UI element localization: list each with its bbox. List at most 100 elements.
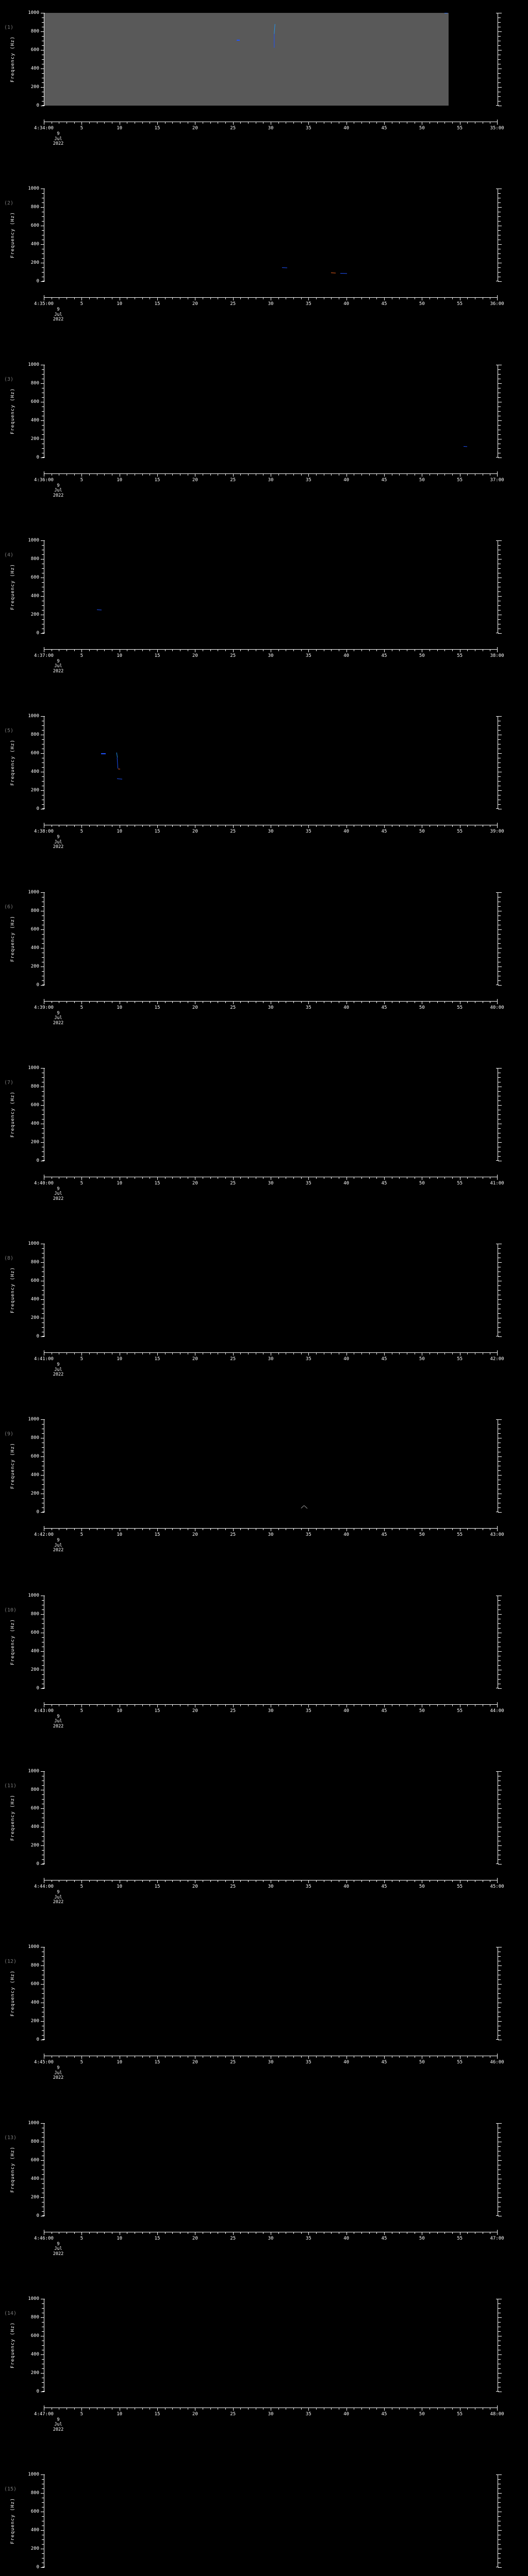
panel-number-1: (1)	[4, 25, 14, 30]
y-tick	[498, 73, 501, 74]
y-tick	[42, 425, 44, 426]
x-tick	[210, 825, 211, 827]
y-tick	[41, 1299, 44, 1300]
x-tick	[361, 2231, 362, 2234]
x-tick	[81, 122, 82, 125]
x-tick-label: 40	[343, 1532, 350, 1538]
y-tick-label: 0	[36, 1158, 39, 1163]
y-tick	[41, 558, 44, 560]
y-tick	[42, 1461, 44, 1462]
y-tick	[498, 1771, 502, 1772]
y-tick-label: 200	[30, 963, 39, 969]
x-tick	[89, 297, 90, 300]
y-tick	[498, 1433, 501, 1434]
y-tick-label: 1000	[28, 2472, 39, 2478]
y-tick	[498, 272, 501, 273]
x-tick	[346, 122, 347, 125]
x-tick-label: 4:44:00	[34, 1884, 54, 1889]
y-tick	[41, 2123, 44, 2124]
x-tick	[157, 825, 158, 828]
x-tick	[316, 2056, 317, 2058]
y-tick-label: 600	[30, 47, 39, 53]
x-tick-label: 50	[419, 2060, 425, 2065]
x-tick-label: 45	[381, 2411, 387, 2417]
x-tick-label: 25	[230, 301, 236, 307]
x-tick	[467, 2231, 468, 2234]
x-tick	[369, 297, 370, 300]
plot-area-12	[41, 1947, 502, 2041]
x-tick	[104, 2407, 105, 2410]
x-tick	[399, 1880, 400, 1882]
x-tick	[172, 2407, 173, 2410]
y-tick	[42, 1956, 44, 1957]
y-tick-label: 1000	[28, 2296, 39, 2301]
plot-area-5	[41, 716, 502, 810]
x-tick-label: 35	[305, 2060, 311, 2065]
x-tick-label: 30	[268, 1884, 274, 1889]
y-tick	[41, 1864, 44, 1865]
y-tick-label: 800	[30, 2139, 39, 2144]
y-tick	[42, 1100, 44, 1101]
y-tick	[498, 1609, 501, 1610]
x-tick	[172, 825, 173, 827]
y-tick	[498, 193, 501, 194]
x-tick-label: 50	[419, 1708, 425, 1714]
y-tick	[498, 2539, 501, 2540]
x-tick-label: 20	[192, 1005, 198, 1010]
x-tick	[164, 1352, 166, 1355]
x-tick	[301, 649, 302, 651]
y-tick	[42, 2132, 44, 2133]
x-tick	[278, 297, 279, 300]
y-tick	[498, 1651, 502, 1652]
y-tick	[498, 739, 501, 740]
y-tick	[41, 1984, 44, 1985]
x-axis-9	[44, 1526, 498, 1532]
y-tick	[42, 943, 44, 944]
y-tick-label: 1000	[28, 889, 39, 895]
x-tick-label: 5	[80, 1357, 84, 1362]
x-tick-label: 55	[457, 1532, 463, 1538]
x-tick-label: 30	[268, 1005, 274, 1010]
x-axis-date-13: 9 Jul 2022	[53, 2241, 64, 2257]
x-tick	[384, 2231, 385, 2235]
y-tick	[498, 1674, 501, 1675]
x-tick	[240, 649, 241, 651]
x-tick	[240, 1528, 241, 1531]
x-tick	[157, 1352, 158, 1356]
y-tick	[498, 2544, 501, 2545]
x-tick-label: 4:43:00	[34, 1708, 54, 1714]
x-tick-label: 40	[343, 653, 350, 658]
x-tick	[89, 649, 90, 651]
x-tick	[497, 825, 498, 828]
y-tick	[42, 1447, 44, 1448]
y-tick	[498, 804, 501, 805]
y-tick-label: 1000	[28, 1769, 39, 1774]
y-tick	[42, 1327, 44, 1328]
y-tick	[41, 1262, 44, 1263]
x-tick	[89, 122, 90, 124]
y-tick	[498, 2372, 502, 2374]
y-tick-label: 400	[30, 1297, 39, 1302]
y-tick-label: 400	[30, 66, 39, 71]
x-tick	[74, 1001, 75, 1003]
x-tick	[172, 122, 173, 124]
x-tick-label: 40	[343, 1180, 350, 1186]
y-tick-label: 600	[30, 1630, 39, 1635]
x-tick	[437, 2407, 438, 2410]
y-tick	[498, 411, 501, 412]
x-tick-label: 5	[80, 2060, 84, 2065]
y-tick	[42, 2331, 44, 2332]
y-tick-labels-8: 0 200 400 600 800 1000	[0, 1241, 44, 1339]
x-tick-label: 45	[381, 653, 387, 658]
y-tick	[42, 1799, 44, 1800]
y-tick	[498, 1114, 501, 1115]
y-tick	[498, 2359, 501, 2360]
y-tick	[498, 22, 501, 23]
x-tick	[293, 473, 294, 476]
y-tick-label: 1000	[28, 537, 39, 543]
x-tick	[104, 473, 105, 476]
x-tick	[399, 1176, 400, 1179]
x-tick	[437, 1880, 438, 1882]
x-tick	[240, 297, 241, 300]
x-axis-date-4: 9 Jul 2022	[53, 658, 64, 674]
